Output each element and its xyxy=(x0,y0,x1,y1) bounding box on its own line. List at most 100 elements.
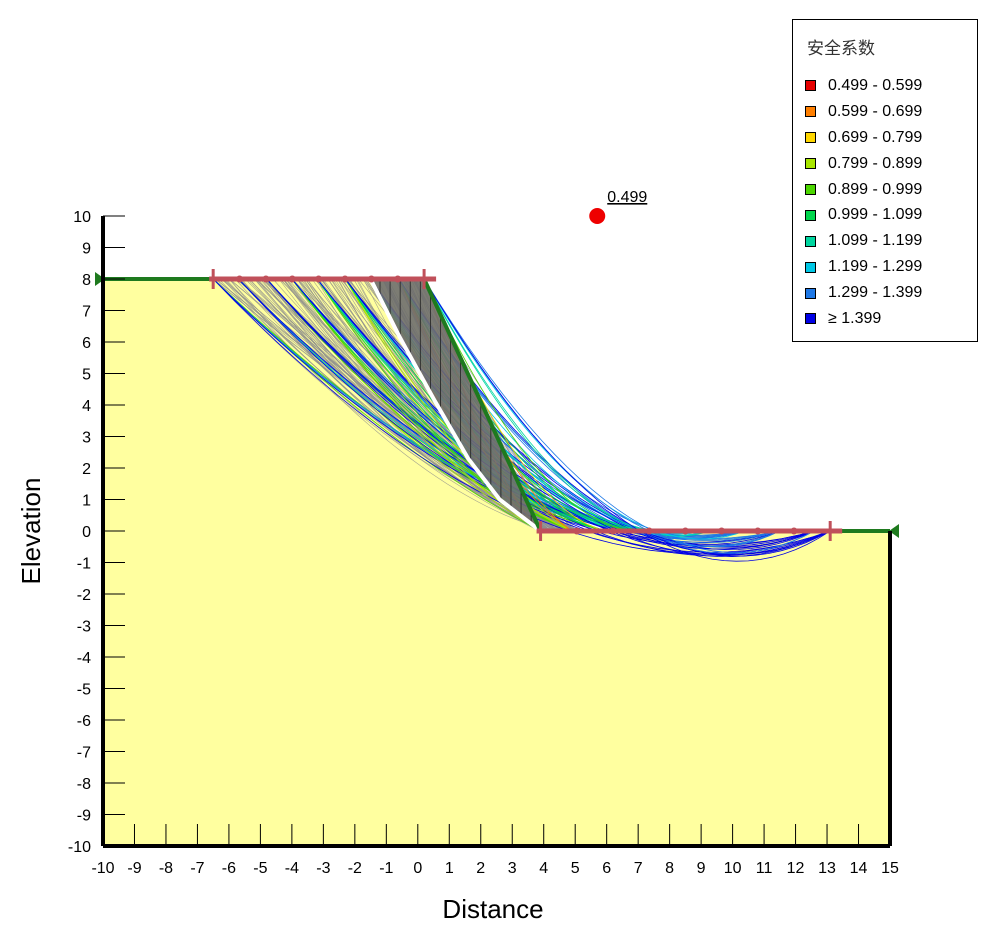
entry-range-point xyxy=(236,275,244,283)
x-tick-label: 8 xyxy=(665,860,674,877)
y-tick-label: -8 xyxy=(77,776,91,793)
x-tick-label: 3 xyxy=(508,860,517,877)
soil-fill xyxy=(103,279,890,846)
trial-slip-surface xyxy=(398,278,831,557)
trial-slip-surface xyxy=(266,278,815,548)
entry-range-point xyxy=(262,275,270,283)
trial-slip-surface xyxy=(222,278,545,532)
trial-slip-surface xyxy=(291,278,607,532)
x-tick-label: 10 xyxy=(724,860,742,877)
x-tick-label: 5 xyxy=(571,860,580,877)
soil-region xyxy=(103,279,890,846)
legend-swatch xyxy=(805,261,816,273)
legend-label: 0.799 - 0.899 xyxy=(828,154,923,172)
y-axis-title: Elevation xyxy=(16,478,46,585)
legend: 安全系数 0.499 - 0.599 0.599 - 0.699 0.699 - 0… xyxy=(792,19,978,342)
trial-slip-surface xyxy=(423,278,642,532)
trial-slip-surface xyxy=(423,278,676,532)
y-tick-label: 7 xyxy=(82,304,91,321)
critical-fs-label: 0.499 xyxy=(607,189,647,206)
trial-slip-surface xyxy=(316,278,831,556)
legend-title: 安全系数 xyxy=(807,39,875,59)
y-tick-label: 0 xyxy=(82,524,91,541)
entry-range-point xyxy=(341,275,349,283)
exit-range-point xyxy=(718,527,726,535)
x-tick-label: -10 xyxy=(91,860,114,877)
y-tick-label: -9 xyxy=(77,808,91,825)
legend-swatch xyxy=(805,184,816,195)
exit-range-point xyxy=(645,527,653,535)
critical-slip-mass-fill xyxy=(370,279,541,531)
legend-swatch xyxy=(805,235,816,247)
x-tick-label: 2 xyxy=(476,860,485,877)
x-tick-label: -4 xyxy=(285,860,299,877)
x-tick-label: 1 xyxy=(445,860,454,877)
critical-slip-center-dot xyxy=(589,208,606,224)
legend-item: 1.299 - 1.399 xyxy=(805,280,922,306)
legend-label: ≥ 1.399 xyxy=(828,309,882,327)
legend-swatch xyxy=(805,287,816,299)
x-tick-label: -7 xyxy=(190,860,204,877)
trial-slip-surface xyxy=(238,278,831,553)
exit-range-point xyxy=(754,527,762,535)
y-tick-label: 4 xyxy=(82,398,91,415)
exit-range-point xyxy=(790,527,798,535)
legend-swatch xyxy=(805,80,816,92)
legend-label: 0.699 - 0.799 xyxy=(828,128,923,146)
legend-item: 0.999 - 1.099 xyxy=(805,202,922,228)
legend-item: ≥ 1.399 xyxy=(805,306,922,332)
y-tick-label: -7 xyxy=(77,745,91,762)
legend-label: 0.499 - 0.599 xyxy=(828,76,923,94)
legend-swatch xyxy=(805,313,816,325)
legend-item: 0.699 - 0.799 xyxy=(805,125,922,151)
y-tick-label: 2 xyxy=(82,461,91,478)
x-axis-title: Distance xyxy=(442,894,543,924)
x-tick-label: -5 xyxy=(253,860,267,877)
y-tick-label: 1 xyxy=(82,493,91,510)
legend-label: 0.599 - 0.699 xyxy=(828,102,923,120)
legend-swatch xyxy=(805,106,816,118)
x-tick-label: 6 xyxy=(602,860,611,877)
y-tick-label: -3 xyxy=(77,619,91,636)
entry-range-point xyxy=(367,275,375,283)
x-tick-label: -1 xyxy=(379,860,393,877)
legend-label: 1.299 - 1.399 xyxy=(828,284,923,302)
exit-range-point xyxy=(609,527,617,535)
y-tick-label: -5 xyxy=(77,682,91,699)
x-tick-label: 13 xyxy=(818,860,836,877)
x-tick-label: -9 xyxy=(127,860,141,877)
legend-label: 0.899 - 0.999 xyxy=(828,180,923,198)
y-tick-label: 5 xyxy=(82,367,91,384)
legend-swatch xyxy=(805,209,816,221)
trial-slip-surface xyxy=(254,278,542,532)
y-tick-label: 8 xyxy=(82,272,91,289)
legend-item: 1.199 - 1.299 xyxy=(805,254,922,280)
y-tick-label: 3 xyxy=(82,430,91,447)
x-tick-label: 15 xyxy=(881,860,899,877)
entry-range-point xyxy=(394,275,402,283)
legend-item: 0.899 - 0.999 xyxy=(805,177,922,203)
x-tick-label: -2 xyxy=(348,860,362,877)
x-tick-label: 12 xyxy=(787,860,805,877)
entry-range-point xyxy=(315,275,323,283)
critical-slip-surface xyxy=(368,278,542,533)
entry-range-point xyxy=(288,275,296,283)
left-boundary-marker xyxy=(95,272,105,286)
critical-slip-mass xyxy=(368,278,542,533)
x-tick-label: -6 xyxy=(222,860,236,877)
legend-item: 0.499 - 0.599 xyxy=(805,73,922,99)
x-tick-label: 9 xyxy=(697,860,706,877)
legend-item: 0.599 - 0.699 xyxy=(805,99,922,125)
legend-label: 0.999 - 1.099 xyxy=(828,206,923,224)
exit-range-point xyxy=(573,527,581,535)
legend-swatch xyxy=(805,158,816,170)
critical-center: 0.499 xyxy=(589,189,647,224)
entry-exit-ranges xyxy=(209,269,843,541)
legend-swatch xyxy=(805,132,816,144)
y-tick-label: 10 xyxy=(73,209,91,226)
y-tick-label: -1 xyxy=(77,556,91,573)
trial-slip-surface xyxy=(423,278,711,537)
trial-slip-surface xyxy=(423,278,780,548)
